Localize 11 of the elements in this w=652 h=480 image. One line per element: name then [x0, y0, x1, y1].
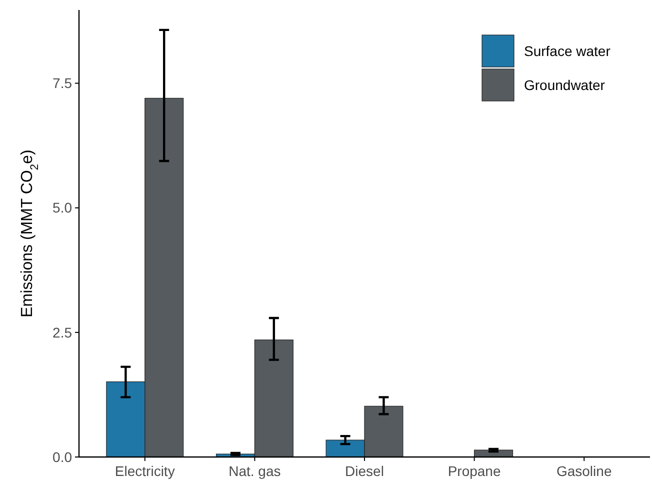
- y-tick-label: 0.0: [52, 448, 72, 465]
- x-tick-label: Diesel: [345, 463, 384, 479]
- legend-label: Surface water: [524, 42, 611, 59]
- x-tick-label: Nat. gas: [228, 463, 281, 479]
- x-tick-label: Gasoline: [556, 463, 612, 479]
- y-tick-label: 5.0: [52, 200, 72, 216]
- x-tick-label: Electricity: [114, 463, 175, 479]
- legend-label: Groundwater: [524, 76, 606, 93]
- y-tick-label: 2.5: [52, 324, 72, 340]
- y-tick-label: 7.5: [52, 75, 72, 92]
- x-tick-label: Propane: [448, 463, 501, 479]
